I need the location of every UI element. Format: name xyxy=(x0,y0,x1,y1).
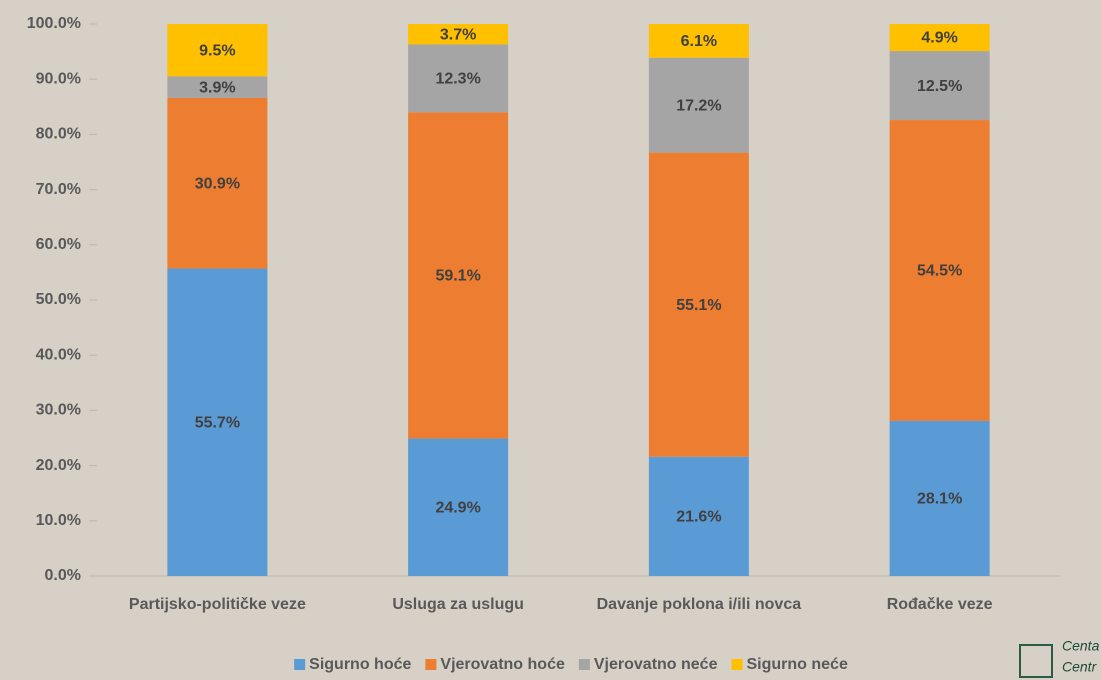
data-label: 6.1% xyxy=(681,33,717,50)
bar-segment xyxy=(889,51,990,121)
bar-segment xyxy=(167,97,268,269)
y-tick-label: 90.0% xyxy=(36,70,81,87)
x-tick-label: Rođačke veze xyxy=(887,596,993,613)
x-tick-line: Davanje poklona i/ili novca xyxy=(597,596,802,613)
data-label: 4.9% xyxy=(921,30,957,47)
y-tick-label: 0.0% xyxy=(45,567,81,584)
x-tick-label: Davanje poklona i/ili novca xyxy=(597,596,802,613)
legend-swatch xyxy=(731,659,743,670)
legend: Sigurno hoće Vjerovatno hoće Vjerovatno ne… xyxy=(294,656,848,673)
legend-label: Vjerovatno hoće xyxy=(440,656,565,673)
data-label: 3.7% xyxy=(440,26,476,43)
y-tick-label: 10.0% xyxy=(36,512,81,529)
x-tick-label: Usluga za uslugu xyxy=(392,596,524,613)
logo-text: Centr xyxy=(1062,659,1098,675)
legend-label: Sigurno hoće xyxy=(309,656,411,673)
bar-segment xyxy=(167,24,268,77)
bar-segment xyxy=(648,57,749,153)
data-label: 3.9% xyxy=(199,79,235,96)
legend-swatch xyxy=(425,659,437,670)
y-tick-label: 100.0% xyxy=(27,15,81,32)
data-label: 55.1% xyxy=(676,297,721,314)
bar-segment xyxy=(408,438,509,576)
bar-segment xyxy=(889,24,990,52)
bar-segment xyxy=(167,268,268,576)
bar-segment xyxy=(408,44,509,113)
data-label: 30.9% xyxy=(195,175,240,192)
data-label: 17.2% xyxy=(676,97,721,114)
logo-text: Centa xyxy=(1062,638,1100,654)
y-tick-label: 30.0% xyxy=(36,402,81,419)
legend-swatch xyxy=(294,659,306,670)
bar-segment xyxy=(648,152,749,457)
bar-segment xyxy=(889,420,990,576)
y-tick-label: 40.0% xyxy=(36,346,81,363)
logo: Centa Centr xyxy=(1019,638,1100,678)
x-tick-label: Partijsko-političke veze xyxy=(129,596,306,613)
y-tick-label: 20.0% xyxy=(36,457,81,474)
data-label: 59.1% xyxy=(435,268,480,285)
y-tick-label: 60.0% xyxy=(36,236,81,253)
legend-label: Sigurno neće xyxy=(746,656,847,673)
data-label: 12.3% xyxy=(435,71,480,88)
data-label: 28.1% xyxy=(917,491,962,508)
y-tick-label: 70.0% xyxy=(36,181,81,198)
data-label: 54.5% xyxy=(917,263,962,280)
legend-label: Vjerovatno neće xyxy=(594,656,718,673)
data-label: 9.5% xyxy=(199,42,235,59)
bar-segment xyxy=(648,24,749,58)
x-tick-line: Rođačke veze xyxy=(887,596,993,613)
data-label: 21.6% xyxy=(676,509,721,526)
x-tick-line: Partijsko-političke veze xyxy=(129,596,306,613)
logo-icon xyxy=(1019,644,1053,678)
legend-swatch xyxy=(578,659,590,670)
bar-segment xyxy=(408,24,509,45)
bar-segment xyxy=(648,456,749,576)
data-label: 55.7% xyxy=(195,414,240,431)
bar-segment xyxy=(167,76,268,98)
x-tick-line: Usluga za uslugu xyxy=(392,596,524,613)
y-tick-label: 50.0% xyxy=(36,291,81,308)
y-tick-label: 80.0% xyxy=(36,126,81,143)
data-label: 12.5% xyxy=(917,78,962,95)
data-label: 24.9% xyxy=(435,499,480,516)
bar-segment xyxy=(889,120,990,421)
bar-segment xyxy=(408,112,509,439)
